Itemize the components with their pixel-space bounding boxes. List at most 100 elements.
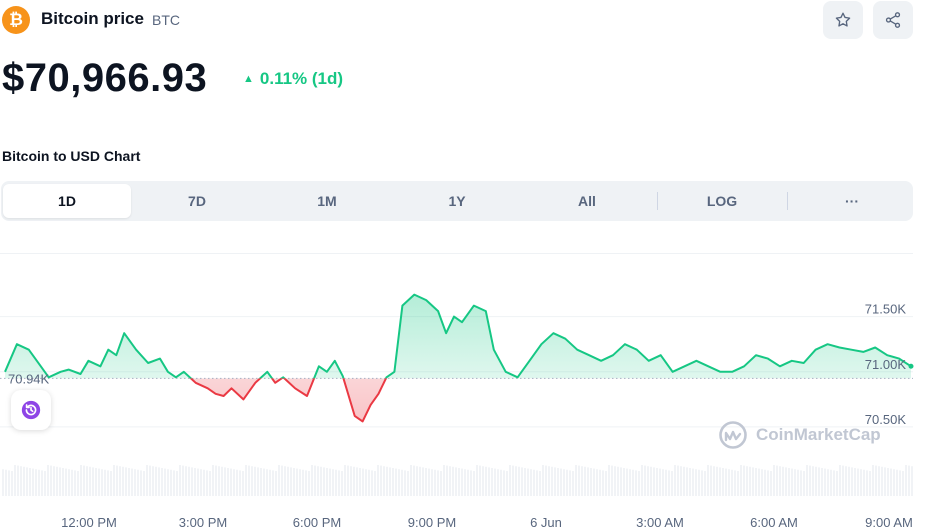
volume-bar xyxy=(299,469,301,496)
volume-bar xyxy=(146,465,148,496)
volume-bar xyxy=(674,465,676,496)
volume-bar xyxy=(353,466,355,496)
volume-bar xyxy=(5,469,7,496)
volume-bar xyxy=(110,471,112,496)
volume-bar xyxy=(704,471,706,496)
volume-bar xyxy=(365,469,367,496)
tab-log[interactable]: LOG xyxy=(706,193,738,209)
star-icon xyxy=(835,12,851,27)
volume-bar xyxy=(686,467,688,496)
volume-bar xyxy=(155,466,157,496)
volume-bar xyxy=(203,469,205,496)
volume-bar xyxy=(185,466,187,496)
volume-bar xyxy=(893,469,895,496)
volume-bar xyxy=(305,470,307,496)
volume-bar xyxy=(494,468,496,496)
volume-bar xyxy=(653,467,655,496)
volume-bar xyxy=(830,469,832,496)
volume-bar xyxy=(92,467,94,496)
volume-bar xyxy=(881,466,883,496)
volume-bar xyxy=(137,469,139,496)
volume-bar xyxy=(236,469,238,496)
volume-bar xyxy=(320,466,322,496)
share-button[interactable] xyxy=(873,1,913,39)
coin-symbol: BTC xyxy=(152,12,180,28)
volume-bar xyxy=(416,466,418,496)
volume-bar xyxy=(458,468,460,496)
volume-bar xyxy=(884,467,886,496)
volume-bar xyxy=(683,466,685,496)
volume-bar xyxy=(671,471,673,496)
volume-bar xyxy=(575,465,577,496)
volume-bar xyxy=(572,471,574,496)
volume-bar xyxy=(392,468,394,496)
volume-bar xyxy=(11,471,13,496)
volume-bar xyxy=(383,466,385,496)
volume-bar xyxy=(371,470,373,496)
volume-bar xyxy=(470,470,472,496)
volume-bar xyxy=(440,471,442,496)
x-tick-label: 6:00 AM xyxy=(750,515,798,530)
volume-bar xyxy=(722,468,724,496)
volume-bar xyxy=(566,469,568,496)
volume-bar xyxy=(113,465,115,496)
volume-bar xyxy=(662,469,664,496)
tab-7d[interactable]: 7D xyxy=(188,193,206,209)
volume-bar xyxy=(863,469,865,496)
volume-bar xyxy=(362,468,364,496)
volume-bar xyxy=(896,469,898,496)
volume-bar xyxy=(344,465,346,496)
volume-bar xyxy=(59,467,61,496)
volume-bar xyxy=(878,466,880,496)
volume-bar xyxy=(269,469,271,496)
volume-bar xyxy=(89,466,91,496)
volume-bar xyxy=(737,471,739,496)
volume-bar xyxy=(17,465,19,496)
x-tick-label: 6:00 PM xyxy=(293,515,341,530)
volume-bar xyxy=(731,469,733,496)
volume-bar xyxy=(866,470,868,496)
tab-1y[interactable]: 1Y xyxy=(448,193,466,209)
volume-bar xyxy=(758,468,760,496)
tab-1d[interactable]: 1D xyxy=(3,184,131,218)
volume-bar xyxy=(698,469,700,496)
volume-bar xyxy=(629,469,631,496)
volume-bar xyxy=(230,468,232,496)
tab-more[interactable]: ··· xyxy=(845,193,859,209)
volume-bar xyxy=(797,469,799,496)
volume-bar xyxy=(188,466,190,496)
volume-bar xyxy=(158,467,160,496)
volume-bar xyxy=(770,471,772,496)
volume-bar xyxy=(359,468,361,496)
volume-bar xyxy=(83,465,85,496)
volume-bar xyxy=(659,468,661,496)
volume-bar xyxy=(818,467,820,496)
volume-bar xyxy=(620,467,622,496)
y-tick-label: 70.50K xyxy=(865,412,907,427)
volume-bar xyxy=(8,470,10,496)
tab-all[interactable]: All xyxy=(578,193,596,209)
volume-bar xyxy=(545,465,547,496)
bitcoin-logo-icon: ₿ xyxy=(2,6,30,34)
volume-bar xyxy=(536,470,538,496)
volume-bar xyxy=(176,471,178,496)
volume-bar xyxy=(890,468,892,496)
volume-bar xyxy=(74,470,76,496)
volume-bar xyxy=(215,465,217,496)
volume-bar xyxy=(221,466,223,496)
volume-bar xyxy=(602,470,604,496)
volume-bar xyxy=(869,471,871,496)
volume-bar xyxy=(905,465,907,496)
volume-bar xyxy=(527,468,529,496)
coinmarketcap-logo-icon xyxy=(719,421,747,449)
volume-bar xyxy=(851,467,853,496)
history-button[interactable] xyxy=(11,390,51,430)
tab-1m[interactable]: 1M xyxy=(317,193,337,209)
volume-bar xyxy=(554,467,556,496)
volume-bar xyxy=(578,465,580,496)
volume-bar xyxy=(101,469,103,496)
volume-bar xyxy=(839,465,841,496)
volume-bar xyxy=(125,467,127,496)
watchlist-button[interactable] xyxy=(823,1,863,39)
volume-bar xyxy=(350,466,352,496)
